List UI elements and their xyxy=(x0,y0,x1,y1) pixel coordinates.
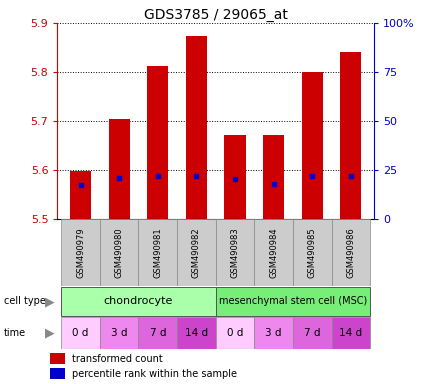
Text: chondrocyte: chondrocyte xyxy=(104,296,173,306)
Bar xyxy=(263,135,284,219)
Text: 0 d: 0 d xyxy=(72,328,89,338)
Bar xyxy=(61,318,100,349)
Bar xyxy=(293,318,332,349)
Text: GSM490985: GSM490985 xyxy=(308,227,317,278)
Text: GSM490980: GSM490980 xyxy=(115,227,124,278)
Bar xyxy=(224,135,246,219)
Text: GSM490982: GSM490982 xyxy=(192,227,201,278)
Text: 7 d: 7 d xyxy=(150,328,166,338)
Text: GSM490979: GSM490979 xyxy=(76,227,85,278)
Text: 14 d: 14 d xyxy=(339,328,363,338)
Text: time: time xyxy=(4,328,26,338)
Bar xyxy=(293,219,332,286)
Text: 3 d: 3 d xyxy=(111,328,127,338)
Bar xyxy=(139,219,177,286)
Text: cell type: cell type xyxy=(4,296,46,306)
Text: 7 d: 7 d xyxy=(304,328,320,338)
Text: percentile rank within the sample: percentile rank within the sample xyxy=(72,369,238,379)
Bar xyxy=(147,66,168,219)
Text: GSM490984: GSM490984 xyxy=(269,227,278,278)
Text: ▶: ▶ xyxy=(45,327,55,340)
Bar xyxy=(332,219,370,286)
Text: 0 d: 0 d xyxy=(227,328,243,338)
Bar xyxy=(177,318,216,349)
Bar xyxy=(332,318,370,349)
Bar xyxy=(61,219,100,286)
Bar xyxy=(216,287,370,316)
Bar xyxy=(139,318,177,349)
Text: ▶: ▶ xyxy=(45,295,55,308)
Text: mesenchymal stem cell (MSC): mesenchymal stem cell (MSC) xyxy=(219,296,367,306)
Text: 3 d: 3 d xyxy=(265,328,282,338)
Text: transformed count: transformed count xyxy=(72,354,163,364)
Bar xyxy=(70,171,91,219)
Bar xyxy=(216,318,254,349)
Bar xyxy=(254,219,293,286)
Bar xyxy=(100,219,139,286)
Bar xyxy=(50,368,65,379)
Text: GSM490986: GSM490986 xyxy=(346,227,355,278)
Bar xyxy=(100,318,139,349)
Bar xyxy=(61,287,216,316)
Text: GSM490981: GSM490981 xyxy=(153,227,162,278)
Bar xyxy=(50,353,65,364)
Bar xyxy=(216,219,254,286)
Bar xyxy=(340,52,361,219)
Bar xyxy=(302,71,323,219)
Bar xyxy=(177,219,216,286)
Text: 14 d: 14 d xyxy=(185,328,208,338)
Bar xyxy=(186,36,207,219)
Bar xyxy=(108,119,130,219)
Text: GSM490983: GSM490983 xyxy=(230,227,240,278)
Title: GDS3785 / 29065_at: GDS3785 / 29065_at xyxy=(144,8,288,22)
Bar xyxy=(254,318,293,349)
